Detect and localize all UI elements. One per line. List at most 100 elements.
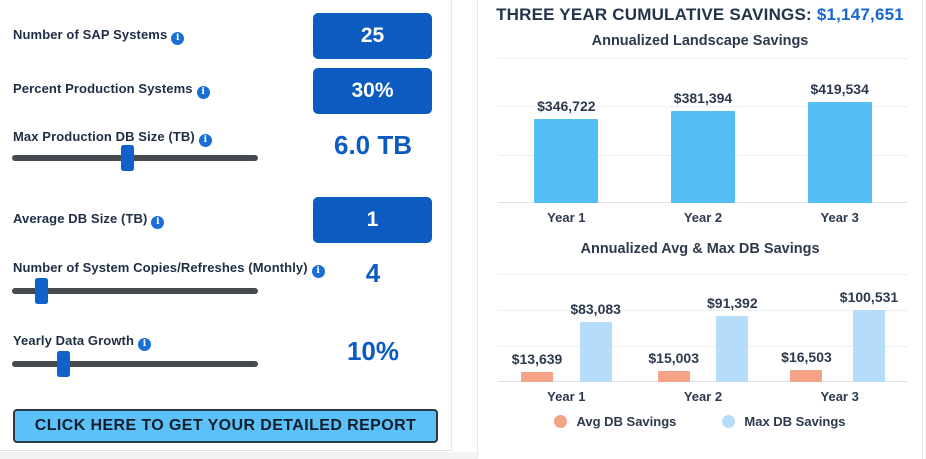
title-text: THREE YEAR CUMULATIVE SAVINGS: [496,5,812,24]
category-label-year-2: Year 2 [683,389,723,404]
db-savings-chart: $13,639 $83,083 $15,003 $91,392 $16,503 $100,… [498,274,908,382]
info-icon[interactable]: i [138,337,152,351]
bar-year-2-max-db-savings [716,316,749,382]
gridline [498,309,908,311]
bar-group-year-3: $419,534 [771,58,908,203]
db-savings-chart-title: Annualized Avg & Max DB Savings [580,241,820,257]
max-db-size-slider[interactable] [12,145,258,171]
slider-track[interactable] [12,155,258,161]
bar-wrap: $13,639 [511,274,563,382]
bar-year-1 [534,119,599,203]
gridline [498,274,908,275]
landscape-savings-categories: Year 1 Year 2 Year 3 [498,210,908,225]
label-text: Percent Production Systems [13,81,193,96]
label-text: Average DB Size (TB) [13,211,148,226]
bar-value-label: $13,639 [511,351,563,368]
landscape-savings-chart: $346,722 $381,394 $419,534 [498,58,908,203]
page-background-strip [0,452,477,459]
bars-row: $346,722 $381,394 $419,534 [498,58,908,203]
system-copies-slider[interactable] [12,278,258,304]
bar-year-2 [671,110,735,203]
field-label-percent-production: Percent Production Systems i [13,81,210,99]
info-icon[interactable]: i [311,264,325,278]
sap-systems-value-box[interactable]: 25 [313,13,432,59]
legend-dot-avg-db-savings [554,415,568,428]
field-label-average-db-size: Average DB Size (TB) i [13,211,165,229]
bar-value-label: $100,531 [839,288,899,305]
legend-dot-max-db-savings [722,415,736,428]
bar-value-label: $15,003 [648,350,699,367]
slider-track[interactable] [12,361,258,367]
bar-wrap: $15,003 [648,274,699,382]
yearly-growth-value: 10% [346,336,400,366]
bar-group-year-3: $16,503 $100,531 [771,274,908,382]
slider-handle[interactable] [57,351,71,377]
field-label-system-copies: Number of System Copies/Refreshes (Month… [13,260,325,278]
bar-wrap: $419,534 [807,58,872,203]
bar-wrap: $83,083 [570,274,621,382]
bar-value-label: $381,394 [673,89,733,106]
cumulative-savings-title: THREE YEAR CUMULATIVE SAVINGS: $1,147,65… [478,5,922,25]
bar-year-1-avg-db-savings [521,372,554,382]
bars-row: $13,639 $83,083 $15,003 $91,392 $16,503 $100,… [498,274,908,382]
bar-wrap: $381,394 [671,58,735,203]
bar-year-1-max-db-savings [579,322,612,382]
bar-wrap: $91,392 [707,274,758,382]
landscape-savings-chart-title: Annualized Landscape Savings [591,33,809,49]
field-label-yearly-growth: Yearly Data Growth i [13,333,152,351]
bar-year-3 [807,101,872,203]
info-icon[interactable]: i [171,31,185,45]
cumulative-savings-amount: $1,147,651 [816,5,904,24]
legend-item-max-db-savings[interactable]: Max DB Savings [722,414,846,429]
label-text: Number of SAP Systems [13,27,168,42]
gridline [498,345,908,347]
max-db-size-value: 6.0 TB [333,130,413,160]
bar-group-year-1: $13,639 $83,083 [498,274,635,382]
info-icon[interactable]: i [151,215,165,229]
bar-value-label: $346,722 [537,98,596,115]
gridline [498,106,908,108]
get-detailed-report-button[interactable]: CLICK HERE TO GET YOUR DETAILED REPORT [13,409,438,443]
gridline [498,58,908,59]
label-text: Number of System Copies/Refreshes (Month… [13,260,308,275]
category-label-year-3: Year 3 [820,389,859,404]
slider-handle[interactable] [35,278,49,304]
db-savings-categories: Year 1 Year 2 Year 3 [498,389,908,404]
gridline [498,381,908,382]
bar-group-year-2: $15,003 $91,392 [635,274,772,382]
legend-label-avg-db-savings: Avg DB Savings [576,414,677,429]
bar-value-label: $16,503 [781,349,832,366]
bar-wrap: $100,531 [840,274,898,382]
label-text: Yearly Data Growth [13,333,135,348]
info-icon[interactable]: i [198,133,212,147]
legend-label-max-db-savings: Max DB Savings [744,414,846,429]
field-label-sap-systems: Number of SAP Systems i [13,27,185,45]
percent-production-value-box[interactable]: 30% [313,68,432,114]
info-icon[interactable]: i [196,85,210,99]
bar-value-label: $419,534 [810,80,869,97]
slider-track[interactable] [12,288,258,294]
average-db-size-value-box[interactable]: 1 [313,197,432,243]
bar-year-3-avg-db-savings [790,370,823,382]
slider-handle[interactable] [121,145,135,171]
legend-item-avg-db-savings[interactable]: Avg DB Savings [554,414,676,429]
category-label-year-1: Year 1 [547,210,586,225]
db-savings-legend: Avg DB Savings Max DB Savings [478,414,922,429]
system-copies-value: 4 [365,258,381,288]
bar-wrap: $16,503 [781,274,832,382]
bar-year-2-avg-db-savings [657,371,690,382]
bar-group-year-1: $346,722 [498,58,635,203]
results-panel: THREE YEAR CUMULATIVE SAVINGS: $1,147,65… [477,0,923,459]
yearly-growth-slider[interactable] [12,351,258,377]
bar-value-label: $83,083 [570,301,621,318]
category-label-year-2: Year 2 [683,210,723,225]
bar-year-3-max-db-savings [852,309,885,382]
category-label-year-1: Year 1 [547,389,586,404]
field-label-max-db-size: Max Production DB Size (TB) i [13,129,212,147]
calculator-panel: Number of SAP Systems i 25 Percent Produc… [0,0,452,451]
bar-group-year-2: $381,394 [635,58,772,203]
bar-value-label: $91,392 [707,295,758,312]
bar-wrap: $346,722 [534,58,599,203]
category-label-year-3: Year 3 [820,210,859,225]
